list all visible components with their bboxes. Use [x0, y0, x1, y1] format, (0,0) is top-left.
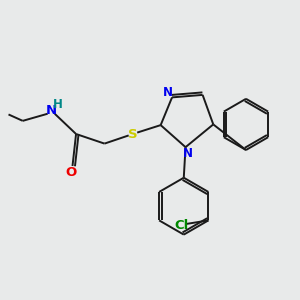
Text: N: N: [162, 86, 172, 99]
Text: Cl: Cl: [174, 219, 188, 232]
Text: O: O: [66, 166, 77, 179]
Text: N: N: [183, 147, 193, 160]
Text: H: H: [53, 98, 63, 111]
Text: S: S: [128, 128, 138, 140]
Text: N: N: [46, 104, 57, 117]
